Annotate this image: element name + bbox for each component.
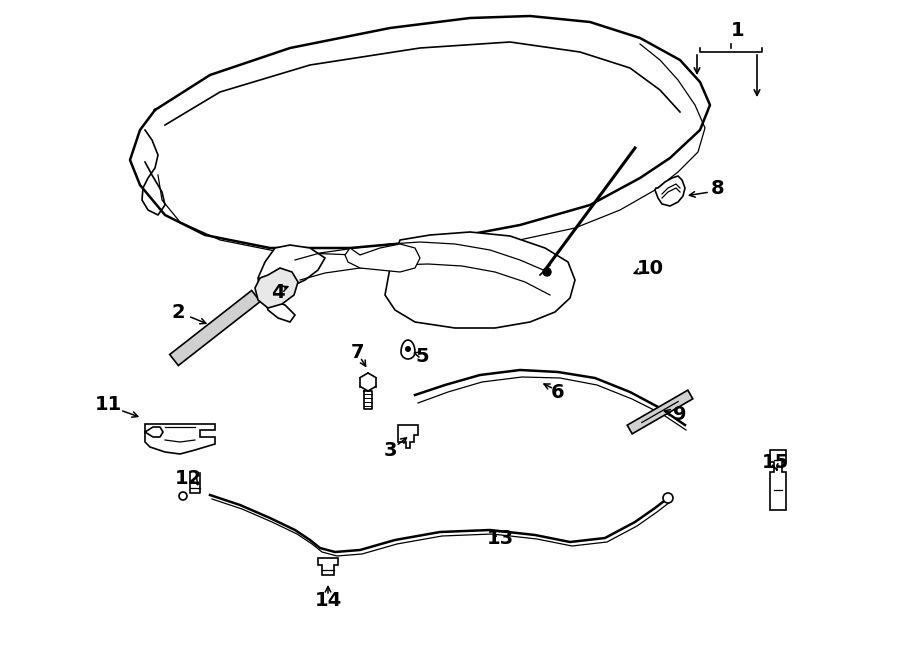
Text: 13: 13 (486, 529, 514, 547)
Text: 10: 10 (636, 258, 663, 278)
Text: 6: 6 (551, 383, 565, 401)
Text: 1: 1 (731, 20, 745, 40)
Polygon shape (398, 425, 418, 448)
Text: 11: 11 (94, 395, 122, 414)
Circle shape (179, 492, 187, 500)
Text: 2: 2 (171, 303, 184, 321)
Circle shape (405, 346, 411, 352)
Polygon shape (255, 268, 298, 308)
Text: 8: 8 (711, 178, 724, 198)
Text: 9: 9 (673, 405, 687, 424)
Polygon shape (401, 340, 415, 359)
Polygon shape (627, 390, 693, 434)
Polygon shape (770, 450, 786, 510)
Polygon shape (170, 290, 260, 366)
Text: 12: 12 (175, 469, 202, 488)
Text: 14: 14 (314, 590, 342, 609)
Text: 5: 5 (415, 346, 428, 366)
Polygon shape (145, 424, 215, 454)
Polygon shape (318, 558, 338, 575)
Circle shape (543, 268, 551, 276)
Text: 7: 7 (351, 342, 364, 362)
Text: 4: 4 (271, 282, 284, 301)
Polygon shape (345, 244, 420, 272)
Polygon shape (130, 16, 710, 248)
Text: 3: 3 (383, 440, 397, 459)
Polygon shape (385, 232, 575, 328)
Circle shape (663, 493, 673, 503)
Text: 15: 15 (761, 453, 788, 471)
Polygon shape (258, 245, 325, 322)
Polygon shape (655, 176, 685, 206)
